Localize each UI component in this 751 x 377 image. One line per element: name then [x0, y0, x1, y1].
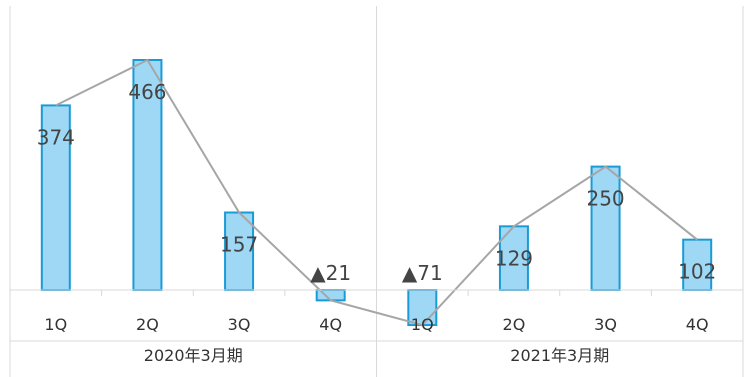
value-label-0: 374	[37, 125, 75, 149]
bar-6	[590, 165, 621, 291]
tick-label-1: 2Q	[136, 315, 159, 334]
bar-2	[224, 211, 255, 291]
tick-label-7: 4Q	[686, 315, 709, 334]
value-label-4: ▲71	[402, 261, 443, 285]
tick-label-4: 1Q	[411, 315, 434, 334]
bar-0	[40, 104, 71, 291]
category-axis: 1Q 2Q 3Q 4Q 2020年3月期 1Q 2Q 3Q 4Q 2021年3月期	[9, 289, 744, 365]
trend-line	[55, 58, 698, 327]
trend-line-layer	[55, 58, 698, 327]
value-label-2: 157	[220, 233, 258, 257]
group-label-0: 2020年3月期	[144, 346, 243, 365]
tick-label-3: 4Q	[319, 315, 342, 334]
value-labels-layer: 374 466 157 ▲21 ▲71 129 250 102	[37, 80, 717, 285]
value-label-5: 129	[495, 246, 533, 270]
tick-label-5: 2Q	[503, 315, 526, 334]
tick-label-6: 3Q	[594, 315, 617, 334]
group-label-1: 2021年3月期	[510, 346, 609, 365]
value-label-6: 250	[586, 187, 624, 211]
tick-label-2: 3Q	[228, 315, 251, 334]
tick-label-0: 1Q	[44, 315, 67, 334]
chart-frame	[9, 6, 744, 377]
value-label-7: 102	[678, 260, 716, 284]
value-label-3: ▲21	[310, 261, 351, 285]
value-label-1: 466	[128, 80, 166, 104]
